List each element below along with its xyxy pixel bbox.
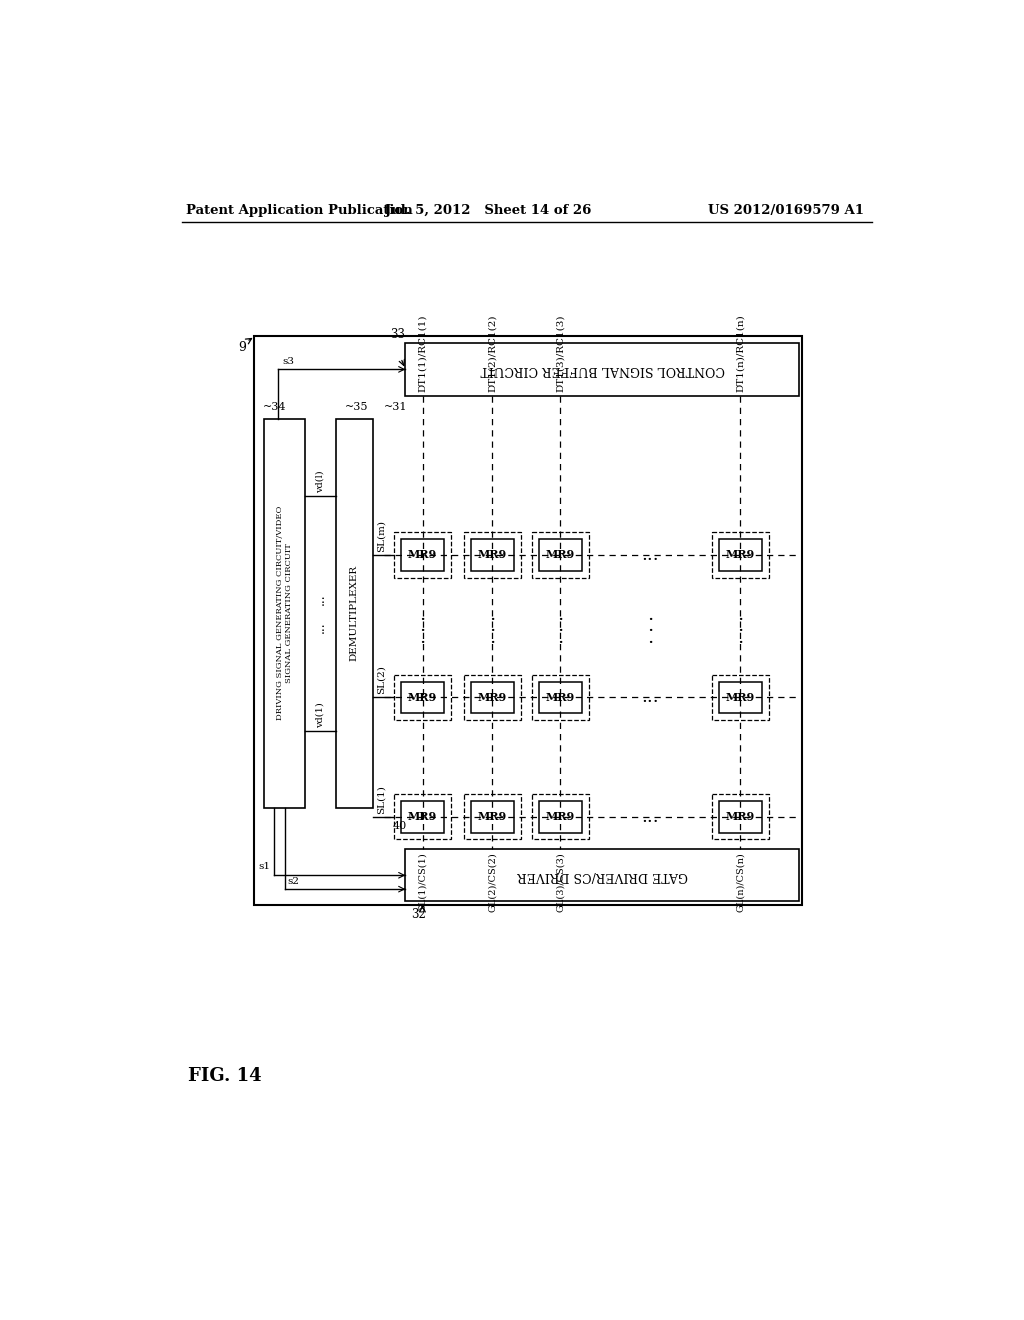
Text: MR9: MR9 — [408, 549, 437, 561]
Bar — [471, 801, 514, 833]
Bar — [531, 795, 589, 840]
Text: .: . — [420, 618, 426, 635]
Text: 40: 40 — [393, 821, 408, 830]
Text: MR9: MR9 — [546, 549, 575, 561]
Text: FIG. 14: FIG. 14 — [188, 1067, 262, 1085]
Text: DRIVING SIGNAL GENERATING CIRCUIT/VIDEO
SIGNAL GENERATING CIRCUIT: DRIVING SIGNAL GENERATING CIRCUIT/VIDEO … — [275, 506, 293, 721]
Bar — [406, 343, 799, 396]
Text: ...: ... — [313, 594, 327, 605]
Bar — [531, 675, 589, 721]
Text: US 2012/0169579 A1: US 2012/0169579 A1 — [709, 205, 864, 218]
Bar — [712, 675, 769, 721]
Bar — [464, 795, 521, 840]
Text: s1: s1 — [259, 862, 270, 871]
Text: .: . — [647, 618, 653, 635]
Text: .: . — [489, 606, 496, 623]
Bar — [254, 335, 802, 906]
Bar — [394, 532, 452, 578]
Text: GL(2)/CS(2): GL(2)/CS(2) — [487, 853, 497, 912]
Text: .: . — [647, 628, 653, 647]
Bar — [712, 795, 769, 840]
Bar — [471, 681, 514, 713]
Bar — [400, 539, 444, 570]
Text: DT1(1)/RC1(1): DT1(1)/RC1(1) — [418, 315, 427, 392]
Text: .: . — [557, 618, 563, 635]
Text: MR9: MR9 — [477, 812, 507, 822]
Text: DT1(3)/RC1(3): DT1(3)/RC1(3) — [556, 315, 565, 392]
Text: GL(n)/CS(n): GL(n)/CS(n) — [736, 853, 744, 912]
Bar — [719, 539, 762, 570]
Text: 9: 9 — [238, 341, 246, 354]
Text: s3: s3 — [283, 356, 294, 366]
Bar — [539, 539, 583, 570]
Bar — [471, 539, 514, 570]
Text: DT1(2)/RC1(2): DT1(2)/RC1(2) — [487, 315, 497, 392]
Bar — [394, 795, 452, 840]
Text: .: . — [737, 618, 743, 635]
Text: 32: 32 — [411, 908, 426, 920]
Text: MR9: MR9 — [546, 812, 575, 822]
Bar — [712, 532, 769, 578]
Text: .: . — [557, 606, 563, 623]
Bar — [719, 801, 762, 833]
Text: 33: 33 — [390, 327, 404, 341]
Text: MR9: MR9 — [477, 692, 507, 702]
Bar — [394, 675, 452, 721]
Text: CONTROL SIGNAL BUFFER CIRCUIT: CONTROL SIGNAL BUFFER CIRCUIT — [480, 363, 725, 376]
Text: MR9: MR9 — [408, 692, 437, 702]
Text: vd(1): vd(1) — [315, 702, 325, 729]
Bar — [336, 418, 373, 808]
Bar — [464, 532, 521, 578]
Text: s2: s2 — [287, 876, 299, 886]
Text: .: . — [737, 606, 743, 623]
Text: .: . — [420, 628, 426, 647]
Text: DEMULTIPLEXER: DEMULTIPLEXER — [350, 565, 358, 661]
Text: GL(1)/CS(1): GL(1)/CS(1) — [418, 853, 427, 912]
Text: SL(1): SL(1) — [377, 785, 386, 813]
Text: .: . — [557, 628, 563, 647]
Bar — [539, 681, 583, 713]
Bar — [464, 675, 521, 721]
Bar — [539, 801, 583, 833]
Text: vd(l): vd(l) — [315, 471, 325, 494]
Bar — [400, 801, 444, 833]
Text: .: . — [489, 628, 496, 647]
Text: SL(m): SL(m) — [377, 520, 386, 552]
Text: ...: ... — [313, 622, 327, 632]
Text: DT1(n)/RC1(n): DT1(n)/RC1(n) — [736, 314, 744, 392]
Text: MR9: MR9 — [726, 692, 755, 702]
Text: MR9: MR9 — [726, 549, 755, 561]
Text: ...: ... — [642, 689, 659, 706]
Text: MR9: MR9 — [546, 692, 575, 702]
Bar — [719, 681, 762, 713]
Text: Patent Application Publication: Patent Application Publication — [186, 205, 413, 218]
Bar — [406, 849, 799, 902]
Bar — [531, 532, 589, 578]
Text: ...: ... — [642, 808, 659, 826]
Text: Jul. 5, 2012   Sheet 14 of 26: Jul. 5, 2012 Sheet 14 of 26 — [385, 205, 592, 218]
Text: .: . — [489, 618, 496, 635]
Bar — [264, 418, 305, 808]
Text: ~31: ~31 — [384, 403, 408, 412]
Text: SL(2): SL(2) — [377, 665, 386, 694]
Text: .: . — [737, 628, 743, 647]
Text: ...: ... — [642, 546, 659, 564]
Text: MR9: MR9 — [408, 812, 437, 822]
Text: GL(3)/CS(3): GL(3)/CS(3) — [556, 853, 565, 912]
Text: MR9: MR9 — [726, 812, 755, 822]
Text: ~35: ~35 — [345, 403, 369, 412]
Text: .: . — [420, 606, 426, 623]
Text: MR9: MR9 — [477, 549, 507, 561]
Bar — [400, 681, 444, 713]
Text: .: . — [647, 606, 653, 623]
Text: GATE DRIVER/CS DRIVER: GATE DRIVER/CS DRIVER — [517, 869, 688, 882]
Text: ~34: ~34 — [263, 403, 287, 412]
